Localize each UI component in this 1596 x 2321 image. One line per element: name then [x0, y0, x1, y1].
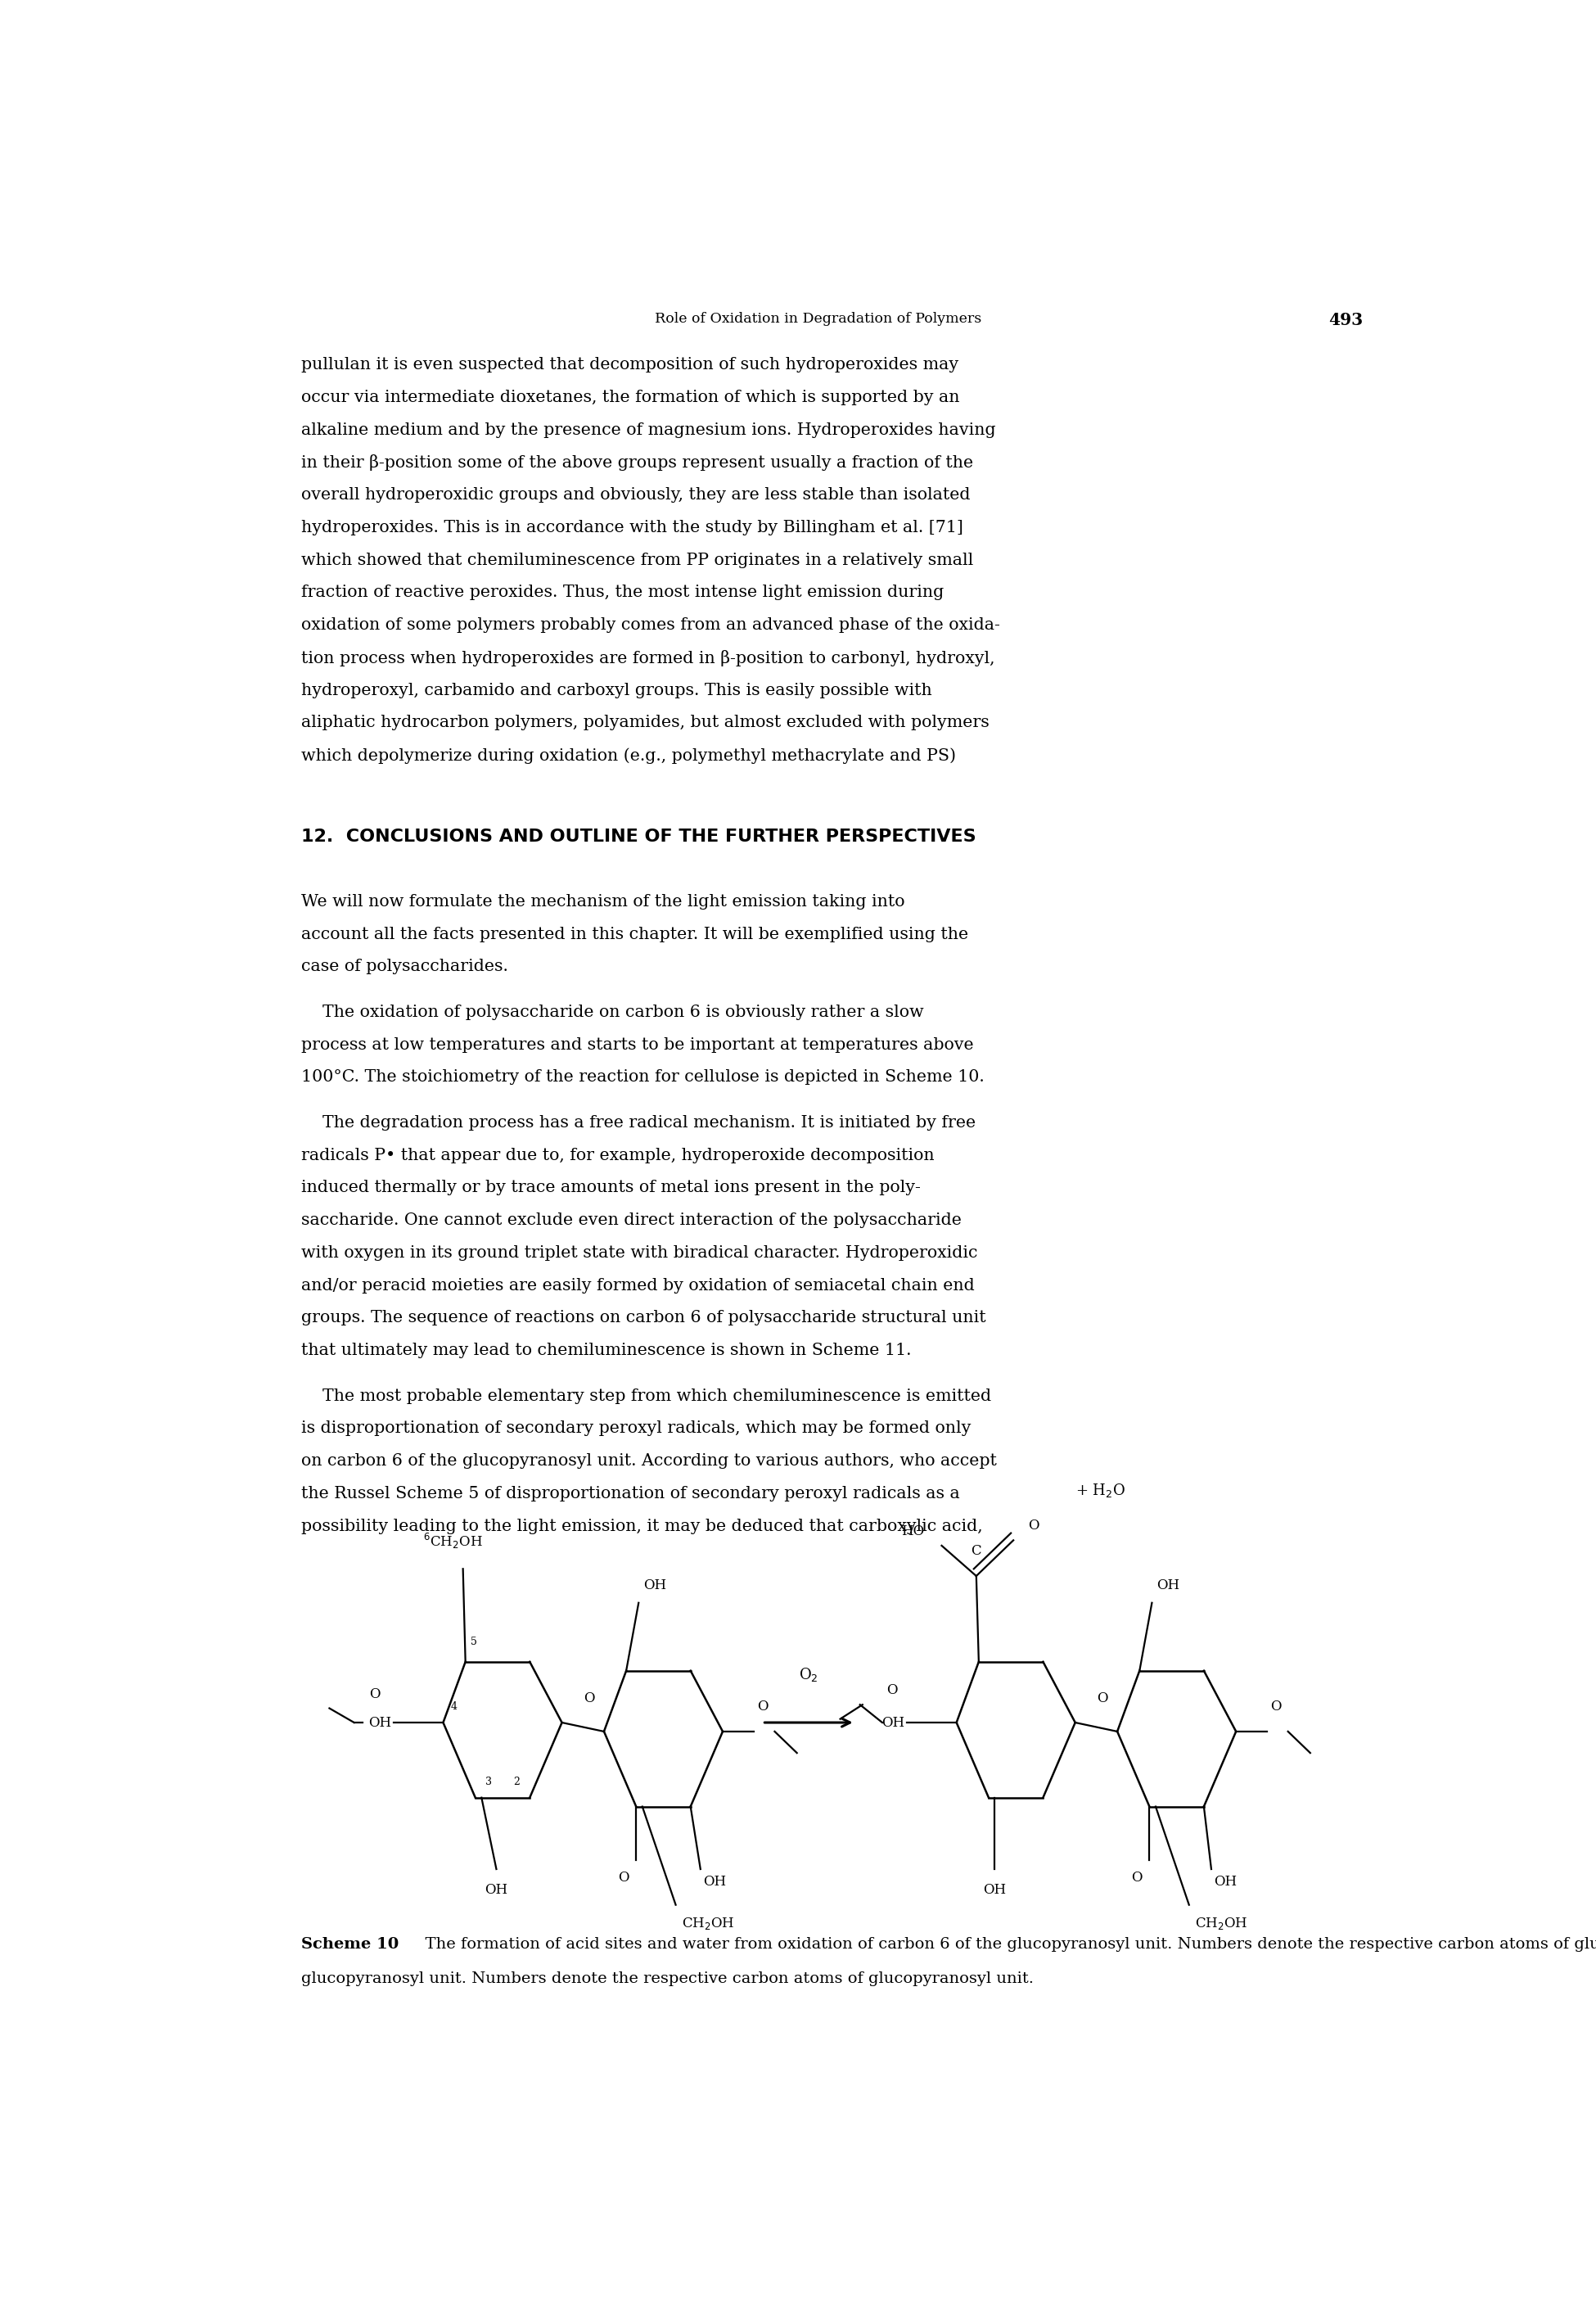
- Text: aliphatic hydrocarbon polymers, polyamides, but almost excluded with polymers: aliphatic hydrocarbon polymers, polyamid…: [302, 715, 990, 731]
- Text: pullulan it is even suspected that decomposition of such hydroperoxides may: pullulan it is even suspected that decom…: [302, 357, 958, 374]
- Text: alkaline medium and by the presence of magnesium ions. Hydroperoxides having: alkaline medium and by the presence of m…: [302, 422, 996, 439]
- Text: Role of Oxidation in Degradation of Polymers: Role of Oxidation in Degradation of Poly…: [654, 311, 982, 325]
- Text: $^6$CH$_2$OH: $^6$CH$_2$OH: [423, 1532, 484, 1550]
- Text: O$_2$: O$_2$: [800, 1666, 819, 1683]
- Text: HO: HO: [902, 1525, 924, 1539]
- Text: O: O: [887, 1683, 897, 1697]
- Text: O: O: [1270, 1699, 1282, 1713]
- Text: OH: OH: [643, 1578, 667, 1592]
- Text: fraction of reactive peroxides. Thus, the most intense light emission during: fraction of reactive peroxides. Thus, th…: [302, 585, 943, 601]
- Text: 2: 2: [514, 1776, 520, 1787]
- Text: 493: 493: [1329, 311, 1363, 327]
- Text: tion process when hydroperoxides are formed in β-position to carbonyl, hydroxyl,: tion process when hydroperoxides are for…: [302, 650, 994, 666]
- Text: O: O: [584, 1692, 595, 1706]
- Text: CH$_2$OH: CH$_2$OH: [1195, 1915, 1248, 1931]
- Text: that ultimately may lead to chemiluminescence is shown in Scheme 11.: that ultimately may lead to chemilumines…: [302, 1344, 911, 1358]
- Text: OH: OH: [983, 1882, 1007, 1896]
- Text: in their β-position some of the above groups represent usually a fraction of the: in their β-position some of the above gr…: [302, 455, 974, 471]
- Text: possibility leading to the light emission, it may be deduced that carboxylic aci: possibility leading to the light emissio…: [302, 1518, 983, 1534]
- Text: 12.  CONCLUSIONS AND OUTLINE OF THE FURTHER PERSPECTIVES: 12. CONCLUSIONS AND OUTLINE OF THE FURTH…: [302, 829, 975, 845]
- Text: which depolymerize during oxidation (e.g., polymethyl methacrylate and PS): which depolymerize during oxidation (e.g…: [302, 747, 956, 764]
- Text: saccharide. One cannot exclude even direct interaction of the polysaccharide: saccharide. One cannot exclude even dire…: [302, 1212, 961, 1228]
- Text: OH: OH: [1157, 1578, 1179, 1592]
- Text: OH: OH: [702, 1875, 726, 1889]
- Text: OH: OH: [369, 1715, 391, 1729]
- Text: The most probable elementary step from which chemiluminescence is emitted: The most probable elementary step from w…: [302, 1388, 991, 1404]
- Text: Scheme 10: Scheme 10: [302, 1938, 399, 1952]
- Text: hydroperoxyl, carbamido and carboxyl groups. This is easily possible with: hydroperoxyl, carbamido and carboxyl gro…: [302, 682, 932, 699]
- Text: O: O: [370, 1687, 381, 1701]
- Text: process at low temperatures and starts to be important at temperatures above: process at low temperatures and starts t…: [302, 1037, 974, 1051]
- Text: which showed that chemiluminescence from PP originates in a relatively small: which showed that chemiluminescence from…: [302, 552, 974, 569]
- Text: groups. The sequence of reactions on carbon 6 of polysaccharide structural unit: groups. The sequence of reactions on car…: [302, 1309, 986, 1325]
- Text: hydroperoxides. This is in accordance with the study by Billingham et al. [71]: hydroperoxides. This is in accordance wi…: [302, 520, 962, 536]
- Text: radicals P• that appear due to, for example, hydroperoxide decomposition: radicals P• that appear due to, for exam…: [302, 1147, 934, 1163]
- Text: 4: 4: [450, 1701, 456, 1713]
- Text: The formation of acid sites and water from oxidation of carbon 6 of the glucopyr: The formation of acid sites and water fr…: [415, 1938, 1596, 1952]
- Text: account all the facts presented in this chapter. It will be exemplified using th: account all the facts presented in this …: [302, 926, 969, 942]
- Text: with oxygen in its ground triplet state with biradical character. Hydroperoxidic: with oxygen in its ground triplet state …: [302, 1244, 977, 1260]
- Text: O: O: [1132, 1871, 1143, 1885]
- Text: and/or peracid moieties are easily formed by oxidation of semiacetal chain end: and/or peracid moieties are easily forme…: [302, 1277, 974, 1293]
- Text: is disproportionation of secondary peroxyl radicals, which may be formed only: is disproportionation of secondary perox…: [302, 1420, 970, 1437]
- Text: 5: 5: [471, 1636, 477, 1648]
- Text: OH: OH: [1215, 1875, 1237, 1889]
- Text: case of polysaccharides.: case of polysaccharides.: [302, 959, 508, 975]
- Text: occur via intermediate dioxetanes, the formation of which is supported by an: occur via intermediate dioxetanes, the f…: [302, 390, 959, 406]
- Text: O: O: [1028, 1518, 1039, 1532]
- Text: 3: 3: [485, 1776, 492, 1787]
- Text: C: C: [970, 1543, 982, 1557]
- Text: O: O: [758, 1699, 768, 1713]
- Text: overall hydroperoxidic groups and obviously, they are less stable than isolated: overall hydroperoxidic groups and obviou…: [302, 487, 970, 504]
- Text: induced thermally or by trace amounts of metal ions present in the poly-: induced thermally or by trace amounts of…: [302, 1179, 921, 1195]
- Text: The oxidation of polysaccharide on carbon 6 is obviously rather a slow: The oxidation of polysaccharide on carbo…: [302, 1005, 924, 1019]
- Text: O: O: [618, 1871, 629, 1885]
- Text: 100°C. The stoichiometry of the reaction for cellulose is depicted in Scheme 10.: 100°C. The stoichiometry of the reaction…: [302, 1070, 985, 1084]
- Text: on carbon 6 of the glucopyranosyl unit. According to various authors, who accept: on carbon 6 of the glucopyranosyl unit. …: [302, 1453, 996, 1469]
- Text: + H$_2$O: + H$_2$O: [1076, 1481, 1125, 1499]
- Text: the Russel Scheme 5 of disproportionation of secondary peroxyl radicals as a: the Russel Scheme 5 of disproportionatio…: [302, 1485, 959, 1502]
- Text: oxidation of some polymers probably comes from an advanced phase of the oxida-: oxidation of some polymers probably come…: [302, 617, 999, 634]
- Text: We will now formulate the mechanism of the light emission taking into: We will now formulate the mechanism of t…: [302, 894, 905, 910]
- Text: The degradation process has a free radical mechanism. It is initiated by free: The degradation process has a free radic…: [302, 1114, 975, 1130]
- Text: OH: OH: [485, 1882, 508, 1896]
- Text: OH: OH: [881, 1715, 905, 1729]
- Text: glucopyranosyl unit. Numbers denote the respective carbon atoms of glucopyranosy: glucopyranosyl unit. Numbers denote the …: [302, 1971, 1034, 1987]
- Text: CH$_2$OH: CH$_2$OH: [681, 1915, 734, 1931]
- Text: O: O: [1096, 1692, 1108, 1706]
